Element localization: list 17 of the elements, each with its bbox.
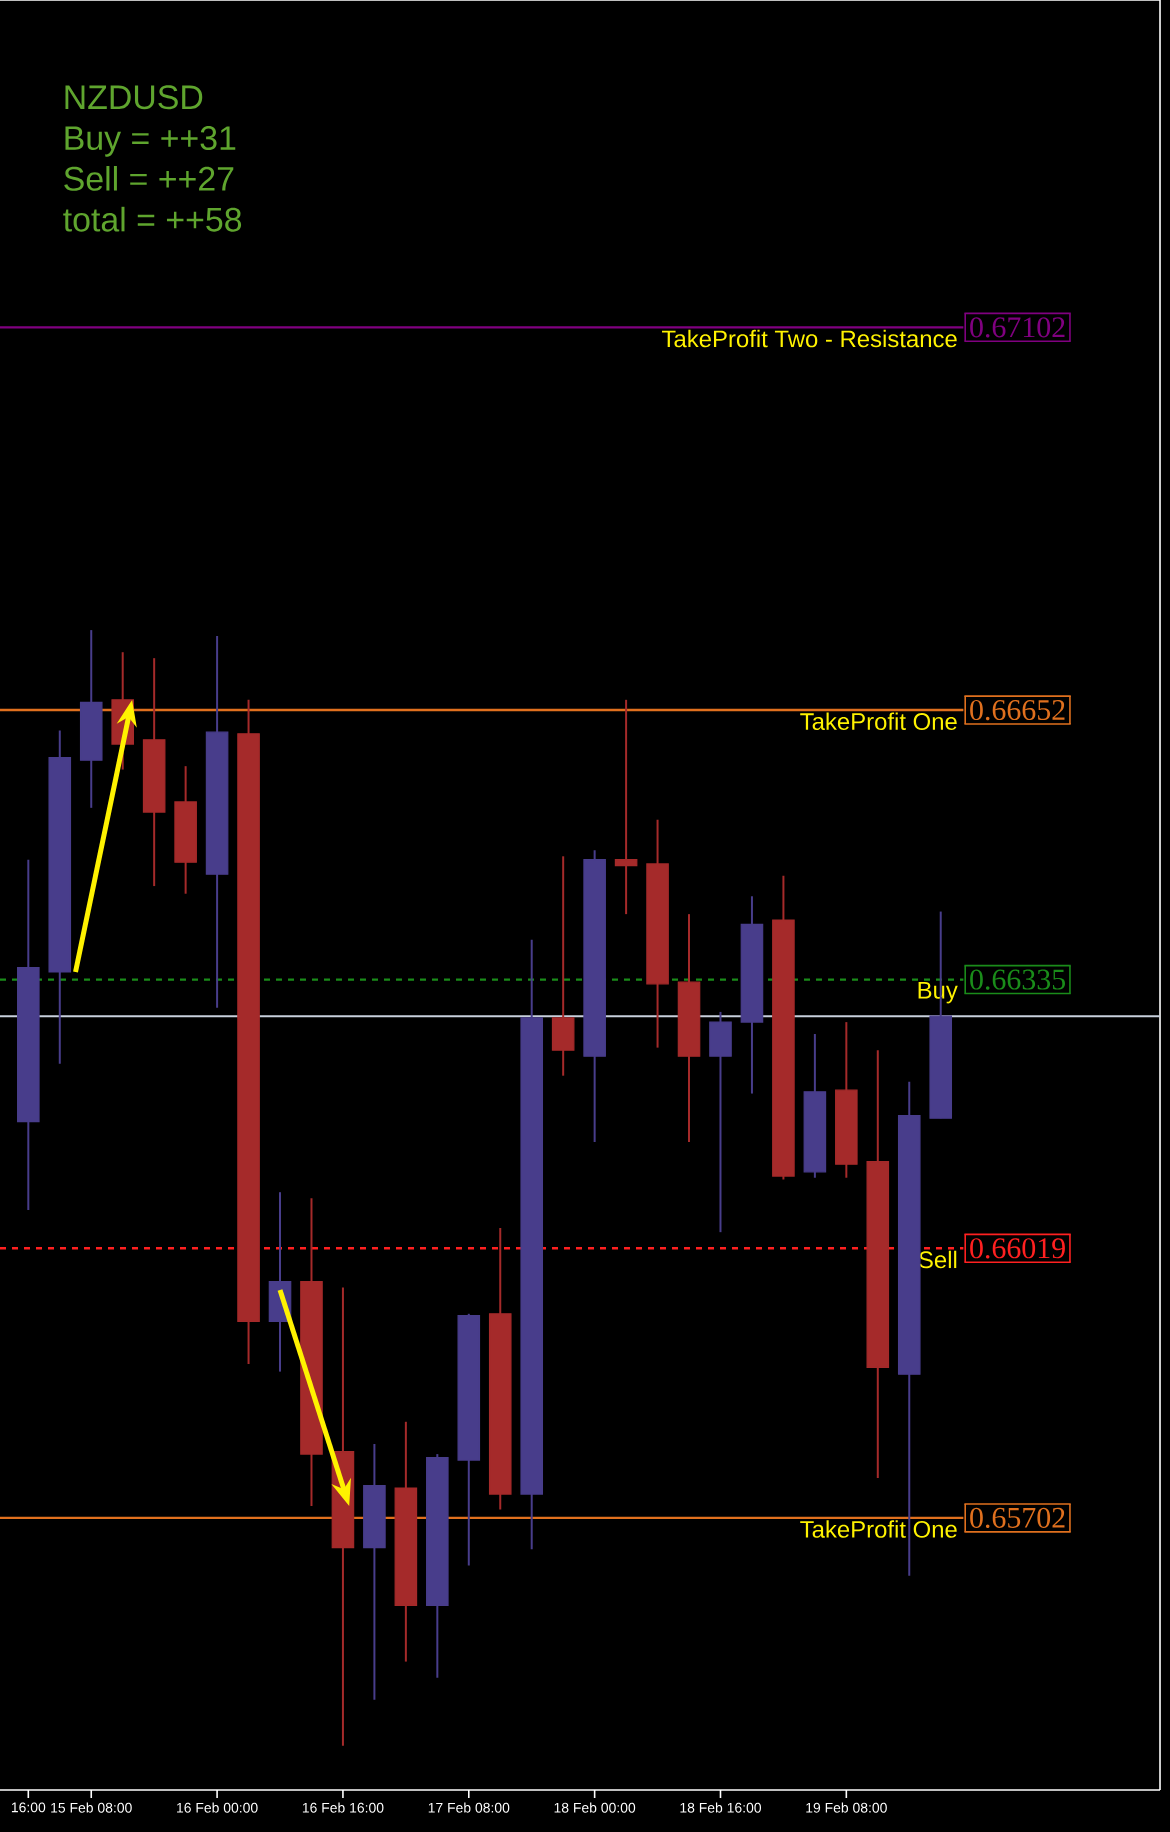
annotation: Sell = ++27 <box>64 165 234 191</box>
ref-line-label: TakeProfit One <box>800 712 957 730</box>
ref-line-label: TakeProfit Two - Resistance <box>662 329 957 348</box>
annotation: NZDUSD <box>65 85 203 110</box>
candlestick <box>614 698 638 916</box>
y-tick-label: 0.66335 <box>970 969 1065 990</box>
y-tick-label: 0.66652 <box>970 699 1065 721</box>
ref-line-label: Sell <box>919 1250 957 1269</box>
y-tick-label: 0.65702 <box>970 1507 1065 1529</box>
y-tick-label: 0.66019 <box>970 1238 1065 1259</box>
annotation: Buy = ++31 <box>65 126 236 157</box>
ref-line-label: TakeProfit One <box>800 1520 957 1538</box>
y-tick-label: 0.67102 <box>970 317 1065 338</box>
ref-line-label: Buy <box>918 982 958 1004</box>
annotation: total = ++58 <box>63 206 242 232</box>
candlestick <box>551 855 575 1077</box>
candlestick <box>709 1010 732 1234</box>
